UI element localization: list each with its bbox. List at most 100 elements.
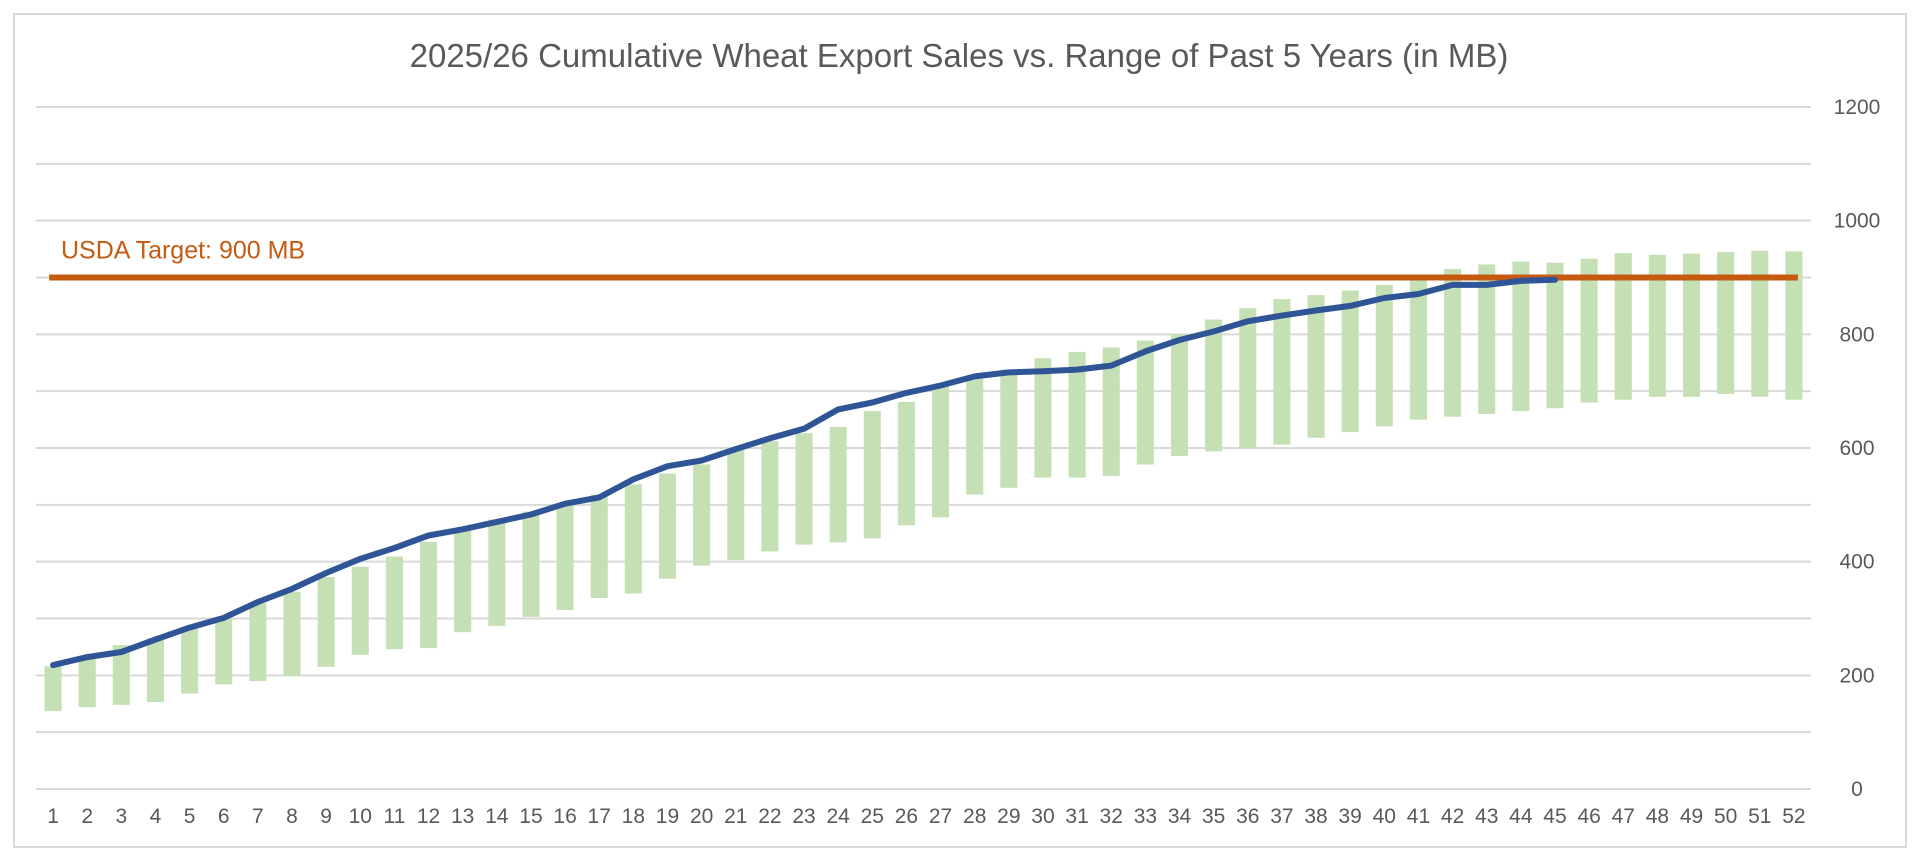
range-bar	[454, 530, 472, 633]
range-bar	[1136, 340, 1154, 465]
x-tick-label: 33	[1134, 805, 1157, 828]
range-bar	[897, 401, 915, 526]
range-bar	[1375, 284, 1393, 427]
x-tick-label: 16	[553, 805, 576, 828]
x-tick-label: 37	[1270, 805, 1293, 828]
range-bar	[1341, 290, 1359, 433]
range-bar	[1000, 369, 1018, 488]
x-tick-label: 31	[1065, 805, 1088, 828]
range-bar	[317, 577, 335, 667]
x-tick-label: 17	[588, 805, 611, 828]
x-tick-label: 12	[417, 805, 440, 828]
x-tick-label: 4	[150, 805, 162, 828]
usda-target-label: USDA Target: 900 MB	[61, 237, 305, 265]
x-tick-label: 35	[1202, 805, 1225, 828]
sales-line-group	[50, 276, 1558, 669]
x-tick-label: 13	[451, 805, 474, 828]
range-bar	[283, 591, 301, 676]
y-tick-label: 400	[1839, 551, 1874, 574]
x-tick-label: 41	[1407, 805, 1430, 828]
x-tick-label: 44	[1509, 805, 1533, 828]
range-bar	[966, 378, 984, 495]
x-tick-label: 26	[895, 805, 918, 828]
range-bar	[1478, 264, 1496, 414]
range-bar	[1170, 334, 1189, 456]
range-bar	[1307, 295, 1325, 438]
chart: USDA Target: 900 MB 02004006008001000120…	[36, 37, 1881, 828]
y-tick-label: 0	[1851, 778, 1863, 801]
x-tick-label: 39	[1339, 805, 1362, 828]
x-tick-label: 50	[1714, 805, 1737, 828]
range-bar	[1444, 268, 1462, 417]
x-tick-label: 9	[320, 805, 332, 828]
x-tick-label: 48	[1646, 805, 1669, 828]
y-tick-label: 800	[1839, 323, 1874, 346]
range-bar	[351, 566, 369, 655]
x-tick-label: 6	[218, 805, 230, 828]
x-tick-label: 3	[115, 805, 127, 828]
y-axis-ticks: 0 200 400 600 800 1000 1200	[1834, 96, 1881, 801]
x-tick-label: 46	[1577, 805, 1600, 828]
range-bar	[932, 385, 950, 518]
x-tick-label: 8	[286, 805, 298, 828]
range-bar	[1273, 299, 1291, 445]
chart-title: 2025/26 Cumulative Wheat Export Sales vs…	[410, 37, 1509, 74]
range-bar	[761, 441, 779, 552]
x-tick-label: 47	[1612, 805, 1635, 828]
range-bar	[522, 511, 540, 617]
range-bar	[1239, 308, 1257, 449]
chart-frame: USDA Target: 900 MB 0 200 400 600 800 1000 120…	[13, 13, 1907, 848]
range-bar	[1102, 347, 1120, 476]
x-tick-label: 52	[1782, 805, 1805, 828]
range-bar	[1682, 253, 1701, 397]
range-bar	[78, 657, 96, 708]
range-bars	[44, 250, 1803, 712]
x-tick-label: 22	[758, 805, 781, 828]
range-bar	[863, 411, 881, 539]
y-tick-label: 1200	[1834, 96, 1881, 119]
x-tick-label: 40	[1373, 805, 1396, 828]
x-tick-label: 20	[690, 805, 713, 828]
x-tick-label: 29	[997, 805, 1020, 828]
range-bar	[1205, 319, 1223, 452]
x-tick-label: 28	[963, 805, 986, 828]
x-tick-label: 24	[826, 805, 850, 828]
range-bar	[112, 645, 130, 705]
range-bar	[658, 473, 677, 579]
x-tick-label: 2	[81, 805, 93, 828]
range-bar	[1034, 358, 1052, 478]
x-tick-label: 7	[252, 805, 264, 828]
gridlines	[36, 106, 1811, 790]
target-line-group: USDA Target: 900 MB	[49, 237, 1798, 281]
range-bar	[1068, 351, 1086, 478]
x-axis-ticks: 1 2 3 4 5 6 7 8 9 10 11 12 13 14 15 16 17 18 19 20 21 22 23 24 2…	[47, 805, 1805, 828]
x-tick-label: 25	[861, 805, 884, 828]
range-bar	[556, 505, 574, 610]
x-tick-label: 15	[519, 805, 542, 828]
x-tick-label: 45	[1543, 805, 1566, 828]
range-bar	[1409, 280, 1427, 420]
x-tick-label: 27	[929, 805, 952, 828]
x-tick-label: 18	[622, 805, 645, 828]
range-bar	[693, 464, 711, 566]
x-tick-label: 21	[724, 805, 747, 828]
range-bar	[488, 519, 506, 626]
range-bar	[215, 618, 233, 685]
sales-line	[50, 276, 1558, 669]
range-bar	[1580, 258, 1598, 403]
x-tick-label: 1	[47, 805, 59, 828]
x-tick-label: 30	[1031, 805, 1054, 828]
x-tick-label: 23	[792, 805, 815, 828]
range-bar	[590, 494, 608, 599]
range-bar	[1512, 261, 1530, 412]
x-tick-label: 19	[656, 805, 679, 828]
range-bar	[146, 638, 165, 703]
y-tick-label: 200	[1839, 664, 1874, 687]
x-tick-label: 10	[349, 805, 372, 828]
x-tick-label: 43	[1475, 805, 1498, 828]
y-tick-label: 600	[1839, 437, 1874, 460]
range-bar	[624, 484, 642, 594]
range-bar	[1785, 251, 1803, 400]
range-bar	[1648, 254, 1666, 397]
range-bar	[420, 541, 438, 649]
